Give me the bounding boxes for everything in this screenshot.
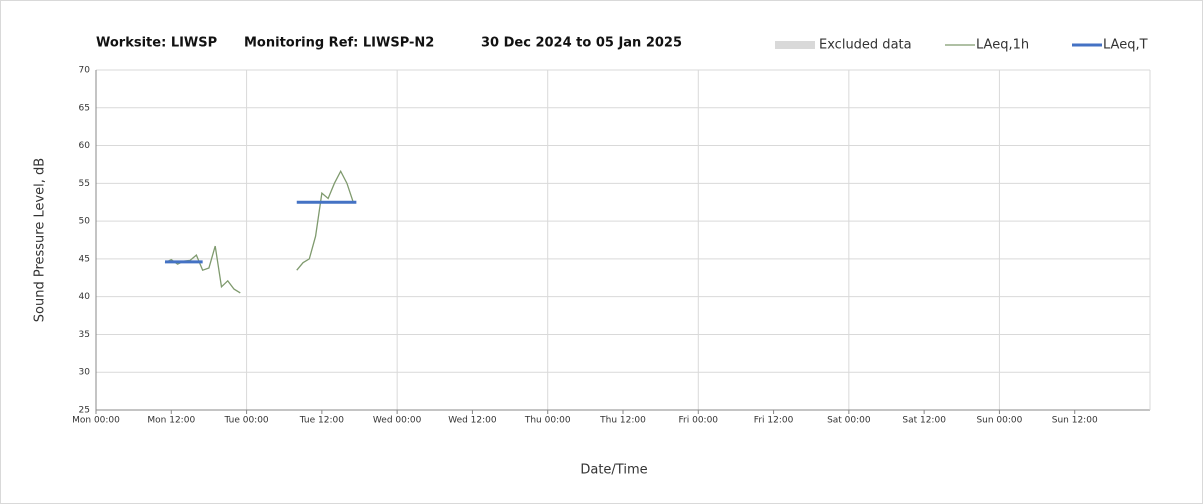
y-tick-label: 55	[79, 179, 90, 189]
x-tick-label: Sat 00:00	[827, 416, 871, 426]
x-axis-label: Date/Time	[580, 463, 647, 478]
y-tick-label: 45	[79, 254, 90, 264]
series-line	[164, 169, 354, 294]
y-tick-label: 50	[79, 217, 91, 227]
legend-label: LAeq,T	[1103, 38, 1148, 53]
legend-label: LAeq,1h	[976, 38, 1029, 53]
x-tick-label: Wed 12:00	[448, 416, 497, 426]
x-tick-label: Thu 12:00	[599, 416, 646, 426]
chart-title: 30 Dec 2024 to 05 Jan 2025	[481, 36, 682, 51]
chart-title: Monitoring Ref: LIWSP-N2	[244, 36, 434, 51]
x-tick-label: Sun 12:00	[1052, 416, 1098, 426]
chart-title: Worksite: LIWSP	[96, 36, 217, 51]
x-tick-label: Sat 12:00	[902, 416, 946, 426]
y-tick-label: 25	[79, 406, 90, 416]
x-tick-label: Sun 00:00	[976, 416, 1022, 426]
x-tick-label: Wed 00:00	[373, 416, 422, 426]
x-tick-label: Fri 12:00	[754, 416, 794, 426]
x-tick-label: Thu 00:00	[524, 416, 571, 426]
legend-swatch	[775, 41, 815, 49]
x-tick-label: Tue 00:00	[223, 416, 268, 426]
y-tick-label: 40	[79, 292, 91, 302]
x-tick-label: Mon 12:00	[147, 416, 195, 426]
y-tick-label: 65	[79, 103, 90, 113]
series-line	[165, 200, 357, 264]
y-tick-label: 30	[79, 368, 91, 378]
y-axis-label: Sound Pressure Level, dB	[33, 158, 48, 322]
y-tick-label: 70	[79, 66, 91, 76]
legend-label: Excluded data	[819, 38, 912, 53]
y-tick-label: 35	[79, 330, 90, 340]
x-tick-label: Tue 12:00	[299, 416, 344, 426]
x-tick-label: Mon 00:00	[72, 416, 120, 426]
x-tick-label: Fri 00:00	[679, 416, 719, 426]
y-tick-label: 60	[79, 141, 91, 151]
